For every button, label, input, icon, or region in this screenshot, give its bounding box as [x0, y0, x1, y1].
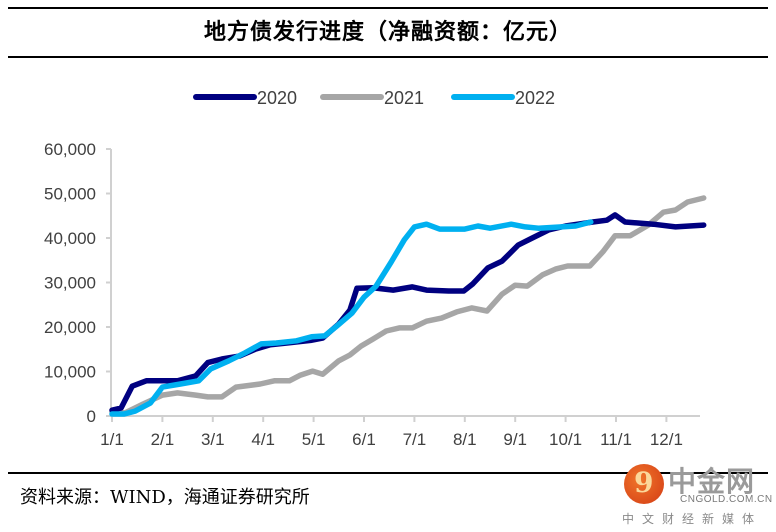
legend: 2020 2021 2022 [193, 88, 555, 108]
series-line-2022 [109, 219, 594, 417]
logo-tagline: 中文财经新媒体 [622, 512, 763, 526]
x-tick-label: 3/1 [201, 430, 225, 449]
logo-url: CNGOLD.COM.CN [680, 494, 773, 505]
source-note: 资料来源：WIND，海通证券研究所 [20, 487, 310, 508]
title-underline [8, 56, 768, 58]
x-tick-label: 11/1 [600, 430, 632, 449]
watermark-logo: 9 中金网 CNGOLD.COM.CN 中文财经新媒体 [622, 460, 772, 530]
x-tick-label: 2/1 [151, 430, 175, 449]
legend-label-2022: 2022 [515, 88, 555, 108]
y-tick-label: 30,000 [44, 274, 96, 293]
x-tick-label: 5/1 [302, 430, 326, 449]
series-line-2021 [109, 195, 707, 416]
top-rule [8, 7, 768, 9]
x-tick-label: 8/1 [453, 430, 477, 449]
axes: 0 10,000 20,000 30,000 40,000 50,000 60,000 1/1… [44, 140, 700, 449]
x-tick-label: 12/1 [650, 430, 683, 449]
y-tick-label: 10,000 [44, 363, 96, 382]
bottom-rule [8, 472, 768, 474]
x-tick-label: 9/1 [503, 430, 527, 449]
x-tick-label: 6/1 [352, 430, 376, 449]
logo-brand: 中金网 [668, 465, 756, 498]
chart-title: 地方债发行进度（净融资额：亿元） [203, 19, 572, 45]
logo-glyph: 9 [634, 466, 654, 499]
y-tick-label: 60,000 [44, 140, 96, 159]
series-layer [109, 195, 707, 417]
legend-label-2021: 2021 [384, 88, 424, 108]
logo-emblem-icon [624, 464, 664, 504]
line-chart: 2020 2021 2022 0 10,000 20,000 30,000 40,000 50… [44, 88, 707, 449]
legend-label-2020: 2020 [257, 88, 297, 108]
x-tick-label: 1/1 [100, 430, 124, 449]
y-tick-label: 20,000 [44, 318, 96, 337]
x-tick-label: 10/1 [549, 430, 582, 449]
x-tick-label: 7/1 [403, 430, 427, 449]
y-tick-label: 0 [87, 407, 96, 426]
y-tick-label: 50,000 [44, 185, 96, 204]
x-tick-label: 4/1 [251, 430, 275, 449]
y-tick-label: 40,000 [44, 229, 96, 248]
